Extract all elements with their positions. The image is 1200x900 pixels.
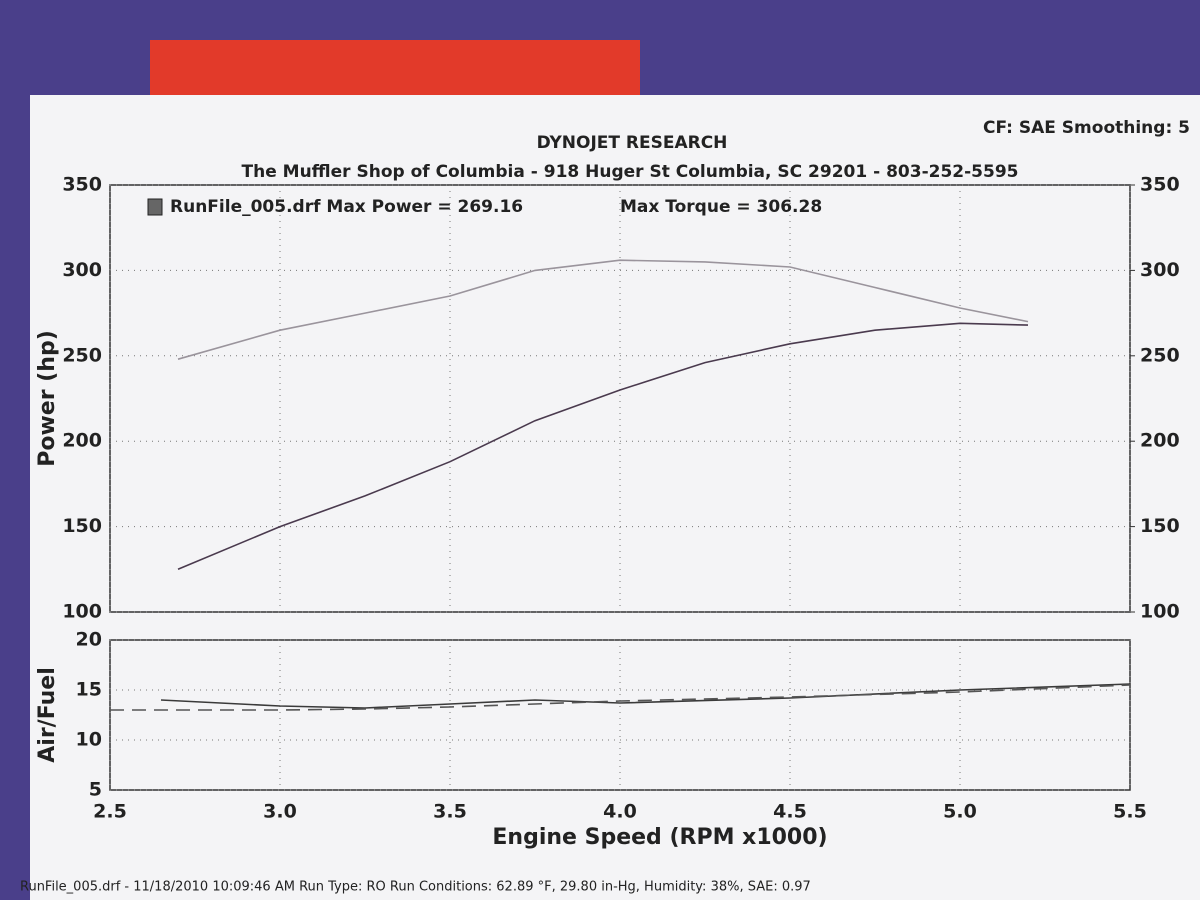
- annotation: RunFile_005.drf Max Power = 269.16: [170, 197, 523, 217]
- series-line: [110, 684, 1131, 711]
- x-tick-label: 2.5: [93, 801, 127, 823]
- y-tick-label: 100: [62, 601, 102, 623]
- y-tick-label: 20: [76, 629, 102, 651]
- header-settings: CF: SAE Smoothing: 5: [983, 118, 1190, 138]
- x-tick-label: 3.0: [263, 801, 297, 823]
- x-axis-label: Engine Speed (RPM x1000): [492, 825, 827, 850]
- series-line: [160, 683, 1131, 709]
- y2-tick-label: 350: [1140, 174, 1180, 196]
- y-tick-label: 300: [62, 259, 102, 281]
- legend-swatch: [147, 198, 163, 216]
- y-tick-label: 350: [62, 174, 102, 196]
- x-tick-label: 5.0: [943, 801, 977, 823]
- y2-tick-label: 200: [1140, 430, 1180, 452]
- y-tick-label: 200: [62, 430, 102, 452]
- x-tick-label: 4.5: [773, 801, 807, 823]
- y2-tick-label: 250: [1140, 344, 1180, 366]
- paper: [30, 95, 1200, 900]
- header-shop: The Muffler Shop of Columbia - 918 Huger…: [242, 162, 1019, 182]
- y-tick-label: 250: [62, 344, 102, 366]
- annotation: Max Torque = 306.28: [620, 197, 822, 217]
- x-tick-label: 4.0: [603, 801, 637, 823]
- y-axis-label: Power (hp): [35, 330, 60, 467]
- y-axis-label: Air/Fuel: [35, 667, 60, 763]
- x-tick-label: 5.5: [1113, 801, 1147, 823]
- y-tick-label: 15: [76, 679, 102, 701]
- x-tick-label: 3.5: [433, 801, 467, 823]
- y-tick-label: 10: [76, 729, 102, 751]
- y2-tick-label: 300: [1140, 259, 1180, 281]
- series-line: [177, 259, 1029, 360]
- series-line: [177, 322, 1029, 571]
- header-title: DYNOJET RESEARCH: [537, 133, 728, 153]
- footer: RunFile_005.drf - 11/18/2010 10:09:46 AM…: [20, 880, 811, 895]
- y2-tick-label: 150: [1140, 515, 1180, 537]
- y-tick-label: 5: [89, 779, 102, 801]
- y-tick-label: 150: [62, 515, 102, 537]
- y2-tick-label: 100: [1140, 601, 1180, 623]
